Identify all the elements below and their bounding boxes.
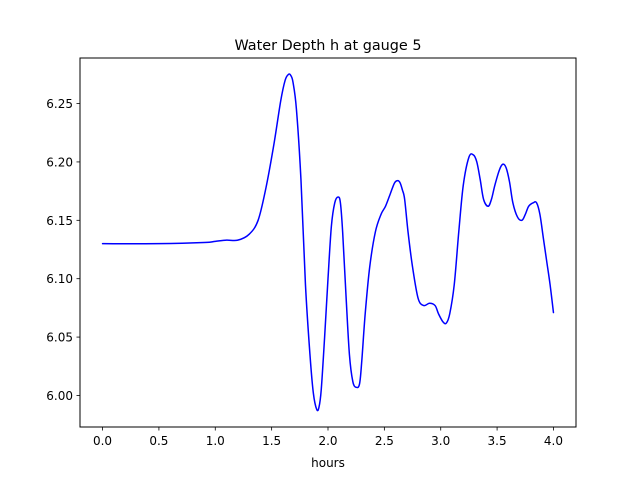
series-layer	[101, 73, 555, 412]
x-tick-label: 3.5	[488, 434, 507, 448]
x-axis-title: hours	[311, 456, 345, 470]
x-tick-label: 2.0	[318, 434, 337, 448]
x-tick-label: 1.5	[262, 434, 281, 448]
plot-frame	[79, 57, 577, 428]
x-tick-label: 3.0	[431, 434, 450, 448]
x-tick-label: 0.5	[149, 434, 168, 448]
chart-title: Water Depth h at gauge 5	[234, 38, 421, 54]
y-tick-label: 6.00	[46, 389, 73, 403]
y-tick-label: 6.05	[46, 331, 73, 345]
y-tick-label: 6.25	[46, 97, 73, 111]
y-axis-ticks: 6.00 6.05 6.10 6.15 6.20 6.25	[46, 97, 80, 403]
y-tick-label: 6.15	[46, 214, 73, 228]
series-line-0	[101, 73, 555, 412]
x-axis-ticks: 0.0 0.5 1.0 1.5 2.0 2.5 3.0 3.5 4.0	[93, 427, 563, 448]
y-tick-label: 6.20	[46, 155, 73, 169]
y-tick-label: 6.10	[46, 272, 73, 286]
x-tick-label: 1.0	[206, 434, 225, 448]
x-tick-label: 4.0	[544, 434, 563, 448]
x-tick-label: 0.0	[93, 434, 112, 448]
x-tick-label: 2.5	[375, 434, 394, 448]
